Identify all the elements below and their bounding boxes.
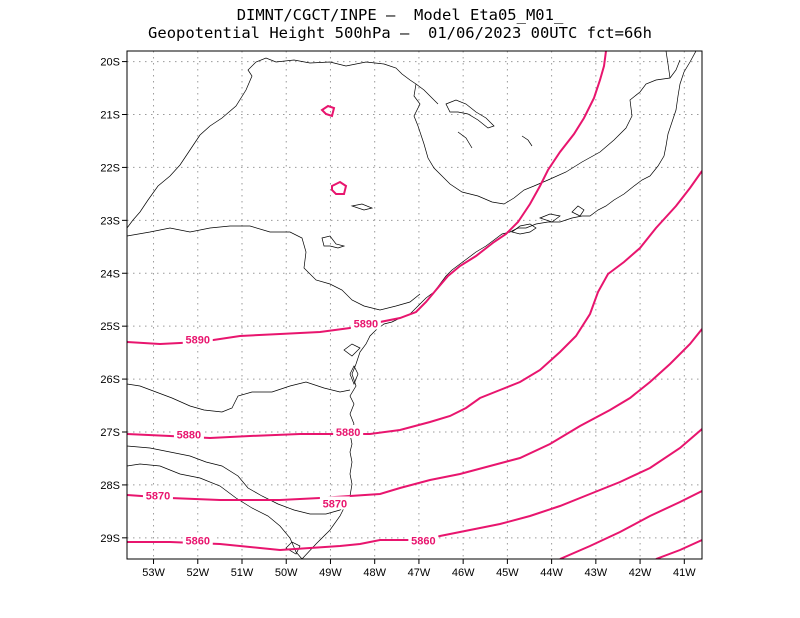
contour-label-bg	[182, 332, 213, 346]
reservoir-1	[445, 99, 495, 129]
lat-tick-label: 22S	[100, 162, 120, 174]
border-sc-rs	[127, 445, 349, 515]
lon-tick-label: 53W	[142, 567, 165, 579]
lat-tick-label: 23S	[100, 215, 120, 227]
lon-tick-label: 45W	[496, 567, 519, 579]
lon-tick-label: 51W	[231, 567, 254, 579]
contour-label: 5890	[186, 334, 210, 346]
contour-label: 5870	[323, 498, 347, 510]
reservoir-6	[457, 131, 473, 149]
contour-label-bg	[142, 488, 173, 502]
lon-tick-label: 52W	[186, 567, 209, 579]
lon-tick-label: 44W	[540, 567, 563, 579]
lat-tick-label: 28S	[100, 480, 120, 492]
contour-closed	[331, 180, 348, 195]
contour-label-bg	[173, 427, 204, 441]
contour-label: 5860	[411, 535, 435, 547]
lat-tick-label: 20S	[100, 57, 120, 69]
lon-tick-label: 50W	[275, 567, 298, 579]
contour-label: 5860	[186, 535, 210, 547]
contour-closed	[320, 104, 336, 118]
lagoa-dos-patos	[285, 541, 301, 555]
contour-labels: 5890 5890 5880 5880 5870 5870 5860 5860	[142, 316, 439, 547]
contour-label-bg	[319, 496, 350, 510]
contour-label: 5880	[336, 427, 360, 439]
border-pr-sc	[127, 381, 351, 413]
lat-tick-label: 26S	[100, 374, 120, 386]
contour-line	[655, 539, 702, 559]
lat-tick-label: 24S	[100, 268, 120, 280]
lon-tick-label: 49W	[319, 567, 342, 579]
ilha-grande	[511, 223, 537, 235]
contour-line	[559, 490, 702, 559]
contour-line	[127, 328, 702, 501]
border-mg-rj	[513, 59, 681, 199]
longitude-ticks: 53W 52W 51W 50W 49W 48W 47W 46W 45W 44W 43W 42W 41W	[142, 559, 696, 579]
border-sp-pr	[127, 225, 421, 311]
paranagua-bay	[343, 343, 361, 357]
lat-tick-label: 21S	[100, 110, 120, 122]
lat-tick-label: 27S	[100, 427, 120, 439]
border-ms-sp	[127, 57, 417, 229]
border-rs-arg	[127, 463, 303, 559]
contour-label: 5870	[146, 491, 170, 503]
contour-label-bg	[182, 533, 213, 547]
lat-tick-label: 25S	[100, 321, 120, 333]
reservoir-2	[415, 83, 439, 105]
plot-frame	[126, 50, 703, 560]
lon-tick-label: 47W	[408, 567, 431, 579]
reservoir-3	[350, 203, 374, 211]
contour-label-bg	[350, 316, 381, 330]
border-sp-mg	[413, 83, 515, 205]
contour-label-bg	[333, 425, 364, 438]
lon-tick-label: 42W	[629, 567, 652, 579]
lat-tick-label: 29S	[100, 533, 120, 545]
border-mg-es	[665, 51, 671, 79]
lon-tick-label: 41W	[673, 567, 696, 579]
santa-catarina-island	[349, 365, 359, 385]
contour-label-bg	[408, 533, 439, 547]
contour-line	[127, 170, 702, 440]
reservoir-4	[321, 235, 346, 249]
reservoir-5	[521, 135, 533, 147]
contour-line	[127, 51, 607, 346]
lon-tick-label: 46W	[452, 567, 475, 579]
title-line-2: Geopotential Height 500hPa – 01/06/2023 …	[148, 24, 652, 42]
latitude-ticks: 20S 21S 22S 23S 24S 25S 26S 27S 28S 29S	[100, 57, 127, 545]
plot-area	[127, 51, 702, 559]
sepetiba-bay	[538, 213, 561, 223]
title-line-1: DIMNT/CGCT/INPE – Model Eta05_M01_	[236, 6, 564, 24]
contour-label: 5880	[177, 430, 201, 442]
chart-title: DIMNT/CGCT/INPE – Model Eta05_M01_ Geopo…	[0, 6, 800, 42]
lon-tick-label: 48W	[363, 567, 386, 579]
guanabara-bay	[571, 205, 585, 217]
contour-label: 5890	[354, 319, 378, 331]
lon-tick-label: 43W	[585, 567, 608, 579]
